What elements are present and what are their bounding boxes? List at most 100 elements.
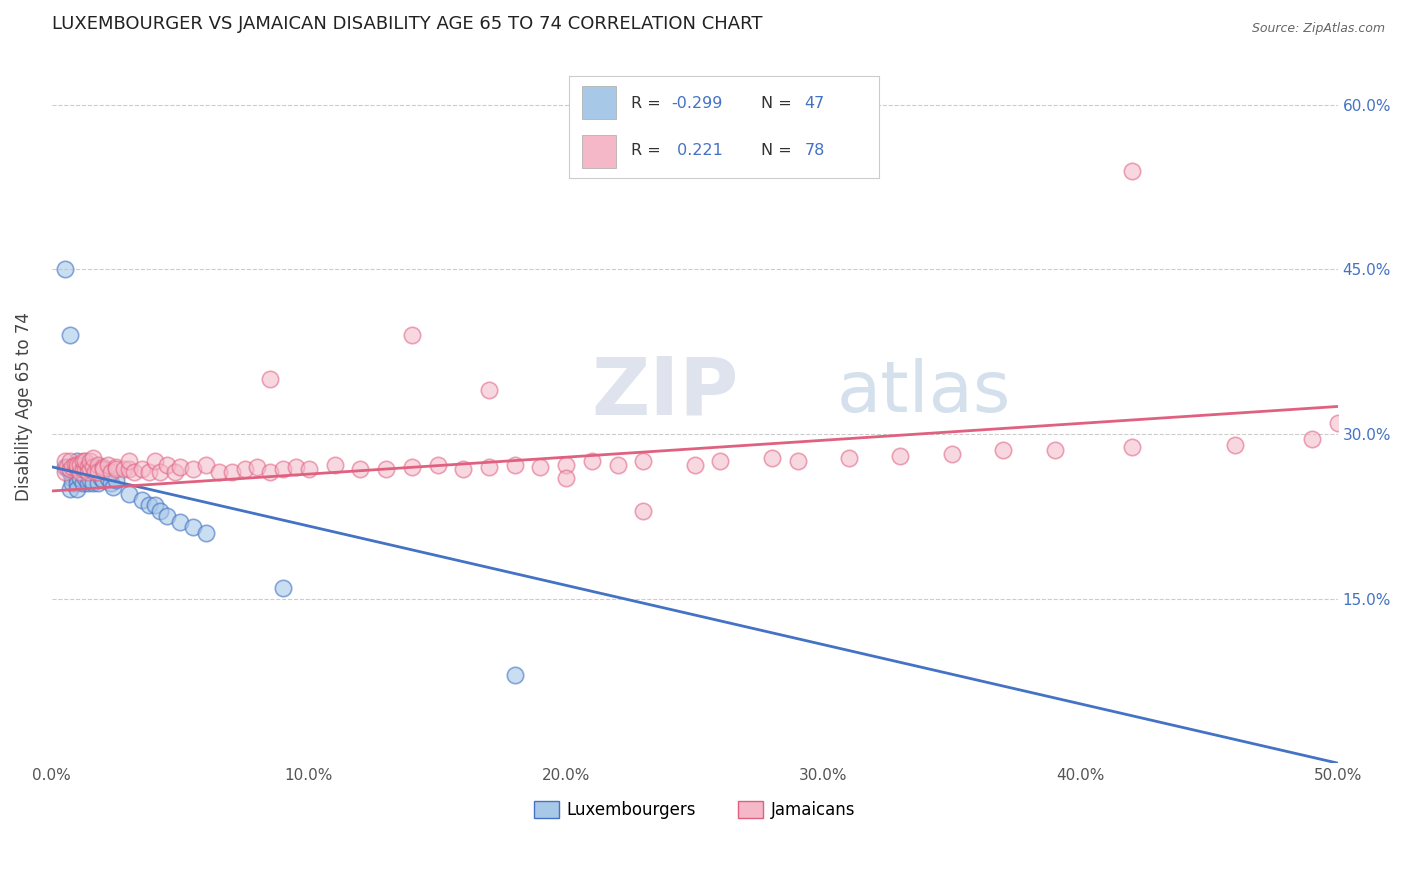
Point (59, 328, 82, 343)
Point (633, 504, 655, 518)
Point (143, 498, 166, 512)
Point (323, 458, 346, 472)
Text: R =: R = (631, 144, 661, 158)
Point (401, 328, 423, 343)
Point (426, 458, 449, 472)
Point (149, 466, 172, 480)
Point (156, 458, 179, 472)
Point (105, 459, 128, 474)
Y-axis label: Disability Age 65 to 74: Disability Age 65 to 74 (15, 312, 32, 501)
Point (131, 462, 153, 476)
Point (91, 459, 114, 474)
Point (76, 476, 98, 491)
Point (138, 498, 160, 512)
Point (401, 459, 423, 474)
Point (103, 480, 125, 494)
Point (72, 462, 94, 476)
Point (259, 372, 281, 386)
Point (82, 459, 104, 474)
Point (63, 459, 86, 474)
Point (195, 525, 218, 540)
Point (105, 462, 128, 476)
Text: 47: 47 (804, 96, 825, 111)
Point (60, 471, 83, 485)
Point (1326, 416, 1348, 430)
Point (165, 466, 187, 480)
Point (633, 454, 655, 468)
Point (606, 458, 628, 472)
Point (69, 458, 91, 472)
Point (581, 454, 603, 468)
Point (97, 471, 120, 485)
Point (79, 473, 101, 487)
Point (993, 443, 1015, 458)
Point (100, 466, 122, 480)
Point (66, 482, 89, 496)
Point (87, 476, 110, 491)
Point (75, 454, 97, 468)
Point (75, 462, 97, 476)
Text: 0.221: 0.221 (672, 144, 723, 158)
Point (259, 466, 281, 480)
Point (97, 458, 120, 472)
Point (118, 454, 141, 468)
Point (69, 459, 91, 474)
Point (84, 466, 107, 480)
Point (838, 451, 860, 466)
Point (76, 459, 98, 474)
Legend: Luxembourgers, Jamaicans: Luxembourgers, Jamaicans (527, 795, 862, 826)
Point (87, 458, 110, 472)
Point (66, 458, 89, 472)
Point (1223, 438, 1246, 452)
Point (75, 459, 97, 474)
Point (91, 473, 114, 487)
Text: R =: R = (631, 96, 661, 111)
Point (375, 462, 398, 476)
Point (761, 451, 783, 466)
Point (53, 466, 76, 480)
Point (69, 466, 91, 480)
Point (91, 462, 114, 476)
Point (91, 462, 114, 476)
Point (271, 462, 294, 476)
Point (72, 462, 94, 476)
Point (112, 462, 135, 476)
Point (889, 449, 911, 463)
Point (131, 492, 153, 507)
FancyBboxPatch shape (582, 87, 616, 119)
Point (72, 454, 94, 468)
Point (53, 454, 76, 468)
Text: -0.299: -0.299 (672, 96, 723, 111)
Point (63, 458, 86, 472)
Point (143, 454, 166, 468)
Point (63, 466, 86, 480)
Point (90, 471, 112, 485)
Point (75, 471, 97, 485)
Point (1301, 433, 1323, 447)
Text: atlas: atlas (837, 358, 1011, 426)
Point (118, 487, 141, 501)
Point (478, 383, 501, 397)
Point (169, 459, 191, 474)
Point (59, 466, 82, 480)
Point (529, 459, 551, 474)
Point (451, 462, 474, 476)
Point (349, 462, 371, 476)
Point (246, 459, 269, 474)
Point (100, 476, 122, 491)
Point (709, 454, 731, 468)
Point (555, 471, 578, 485)
Point (149, 504, 172, 518)
Point (1121, 163, 1143, 178)
Point (298, 462, 321, 476)
Point (56, 459, 79, 474)
Point (82, 451, 104, 466)
Point (478, 459, 501, 474)
Point (555, 458, 578, 472)
Point (169, 515, 191, 529)
Point (1043, 443, 1066, 458)
Point (87, 466, 110, 480)
Point (53, 262, 76, 277)
Text: N =: N = (761, 96, 792, 111)
Point (59, 482, 82, 496)
